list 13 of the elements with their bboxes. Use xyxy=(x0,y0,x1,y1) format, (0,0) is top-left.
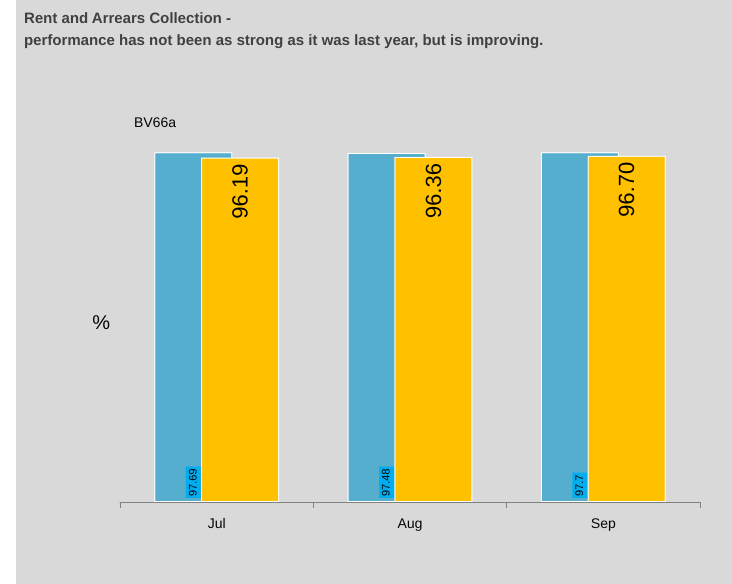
chart-subtitle: performance has not been as strong as it was last year, but is improving. xyxy=(24,31,544,51)
data-label: 96.36 xyxy=(420,163,446,218)
text: BV66a xyxy=(134,114,176,130)
data-label: 96.19 xyxy=(228,164,253,219)
y-axis-title: % xyxy=(92,312,110,334)
data-label: 97.69 xyxy=(187,468,200,496)
x-tick-label: Sep xyxy=(590,515,616,531)
data-label: 97.48 xyxy=(380,468,393,496)
x-tick-label: Aug xyxy=(398,515,422,531)
data-label: 97.7 xyxy=(574,474,586,496)
x-tick-label: Jul xyxy=(208,515,226,531)
data-label: 96.70 xyxy=(614,162,640,217)
chart-title: Rent and Arrears Collection - xyxy=(24,9,232,29)
